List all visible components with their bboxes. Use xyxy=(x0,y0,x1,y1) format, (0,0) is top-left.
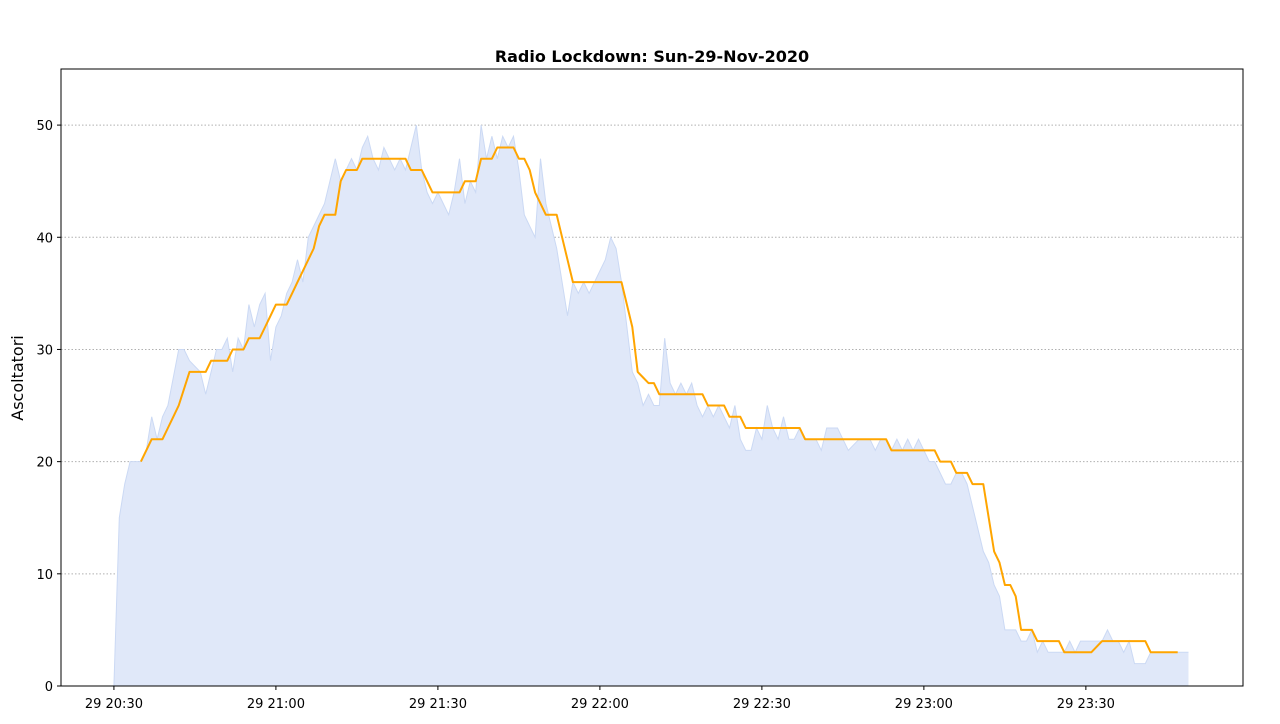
chart-title: Radio Lockdown: Sun-29-Nov-2020 xyxy=(495,47,809,66)
raw-area xyxy=(113,125,1189,687)
x-tick-label: 29 21:30 xyxy=(409,697,467,712)
y-tick-label: 0 xyxy=(45,680,53,695)
x-tick-label: 29 20:30 xyxy=(85,697,143,712)
x-tick-label: 29 22:00 xyxy=(571,697,629,712)
x-tick-label: 29 23:00 xyxy=(895,697,953,712)
y-axis-label: Ascoltatori xyxy=(8,335,27,420)
y-tick-label: 30 xyxy=(36,343,53,358)
y-tick-label: 10 xyxy=(36,568,53,583)
y-tick-label: 20 xyxy=(36,456,53,471)
average-line xyxy=(139,146,1178,654)
plot-marks xyxy=(113,124,1189,687)
plot-frame xyxy=(60,68,1244,687)
x-tick-label: 29 21:00 xyxy=(247,697,305,712)
y-tick-label: 50 xyxy=(36,119,53,134)
y-tick-label: 40 xyxy=(36,231,53,246)
axes: 0 10 20 30 40 50 29 20:30 29 21:00 29 21:30 29 22… xyxy=(36,119,1114,712)
x-tick-label: 29 22:30 xyxy=(733,697,791,712)
x-tick-label: 29 23:30 xyxy=(1057,697,1115,712)
